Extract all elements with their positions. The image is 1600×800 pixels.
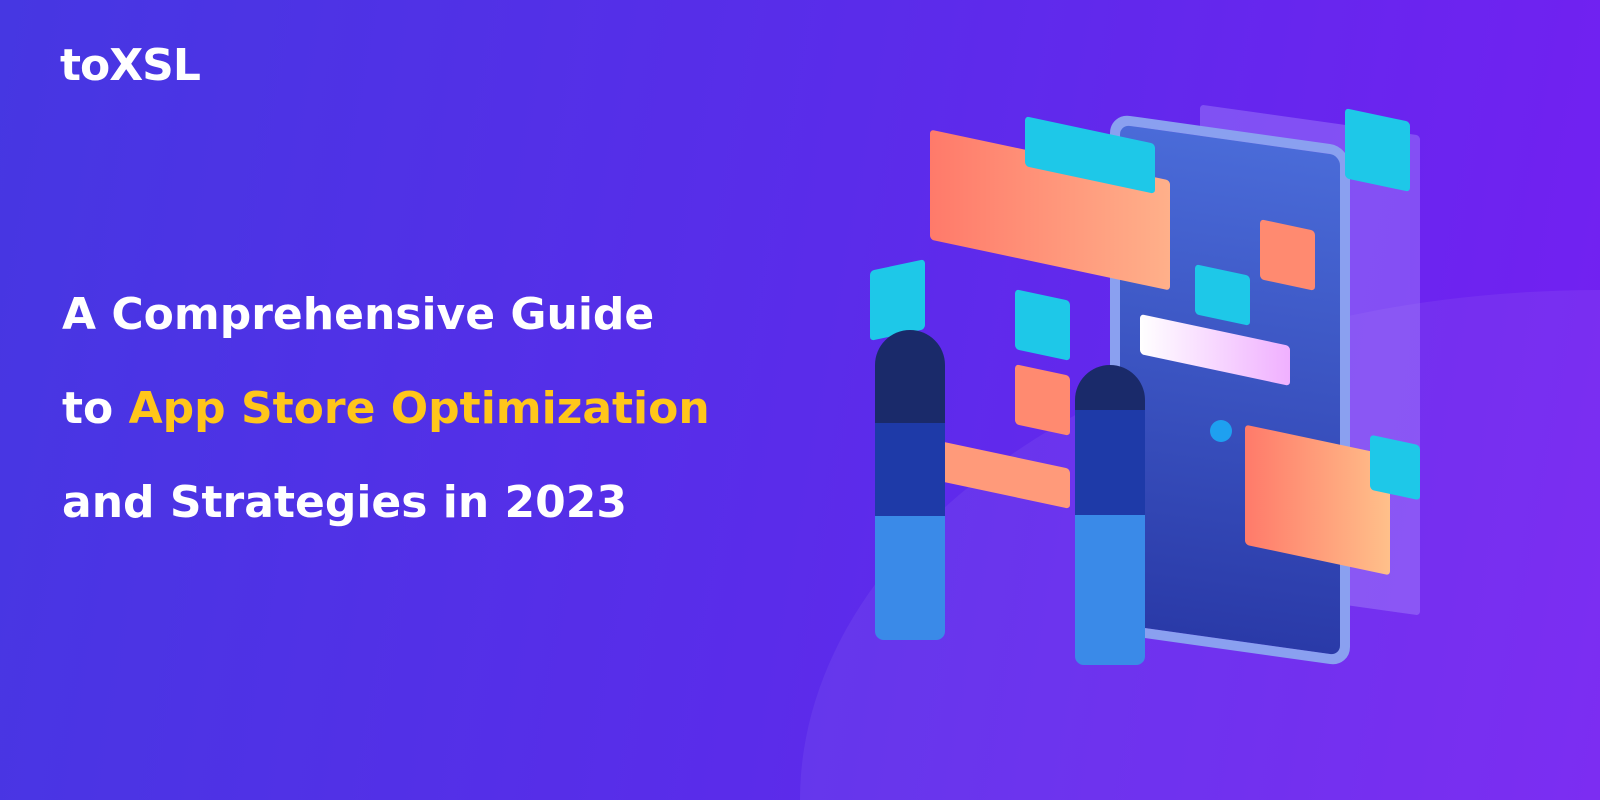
headline: A Comprehensive Guide to App Store Optim… bbox=[62, 268, 710, 550]
toxsl-logo: toXSL bbox=[60, 40, 201, 91]
app-store-icon bbox=[1210, 420, 1232, 442]
phone-call-icon bbox=[1015, 289, 1070, 361]
app-store-illustration bbox=[840, 100, 1460, 700]
mail-icon bbox=[1015, 364, 1070, 436]
pie-chart-icon bbox=[1370, 434, 1420, 501]
wifi-icon bbox=[1345, 108, 1410, 192]
headline-line-3: and Strategies in 2023 bbox=[62, 477, 627, 528]
headline-highlight: App Store Optimization bbox=[128, 383, 710, 434]
headline-line-2: to App Store Optimization bbox=[62, 362, 710, 456]
headline-line-2-prefix: to bbox=[62, 383, 129, 434]
man-figure bbox=[1075, 365, 1145, 665]
google-play-icon bbox=[870, 259, 925, 341]
woman-figure bbox=[875, 330, 945, 640]
media-controls-icon bbox=[940, 441, 1070, 509]
headline-line-1: A Comprehensive Guide bbox=[62, 289, 655, 340]
cloud-download-icon bbox=[1260, 219, 1315, 291]
